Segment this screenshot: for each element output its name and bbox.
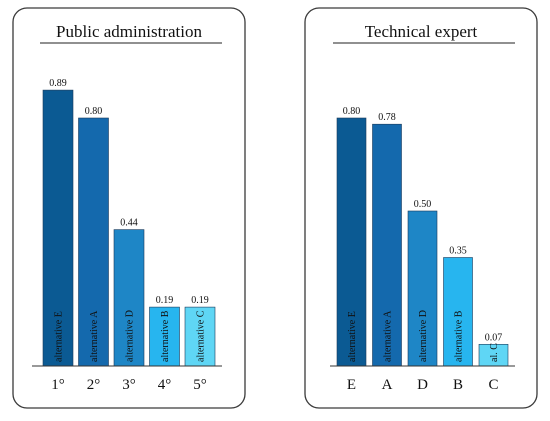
- bar-4: [149, 306, 180, 367]
- panel-public-administration: Public administration 0.89 alternative E 1…: [12, 7, 246, 409]
- bar-inner-label: alternative A: [89, 310, 100, 362]
- x-tick-label: C: [488, 377, 498, 393]
- bar-3: [113, 229, 145, 367]
- bar-inner-label: alternative B: [454, 310, 465, 362]
- bar-group: 0.80 alternative E E 0.78 alternative A A 0.50…: [336, 106, 509, 393]
- bar-5: [184, 306, 216, 367]
- bar-1: [336, 117, 367, 367]
- bar-1: [42, 89, 74, 367]
- bar-inner-label: alternative E: [347, 311, 358, 362]
- data-label: 0.35: [449, 246, 467, 257]
- x-tick-label: D: [417, 377, 428, 393]
- bar-group: 0.89 alternative E 1° 0.80 alternative A 2° 0.…: [42, 78, 216, 393]
- data-label: 0.50: [414, 199, 432, 210]
- x-tick-label: A: [382, 377, 393, 393]
- bar-inner-label: alternative E: [54, 311, 65, 362]
- data-label: 0.44: [120, 218, 138, 229]
- panel-technical-expert: Technical expert 0.80 alternative E E 0.78 a…: [304, 7, 538, 409]
- bar-3: [407, 210, 438, 367]
- x-tick-label: E: [347, 377, 356, 393]
- bar-inner-label: alternative B: [160, 310, 171, 362]
- bar-inner-label: alternative C: [196, 310, 207, 362]
- data-label: 0.19: [191, 295, 209, 306]
- x-tick-label: 5°: [193, 377, 207, 393]
- data-label: 0.78: [378, 112, 396, 123]
- bar-inner-label: alternative D: [125, 310, 136, 362]
- panel-title: Public administration: [56, 22, 202, 41]
- bar-4: [443, 257, 473, 367]
- bar-2: [372, 123, 402, 367]
- x-tick-label: 4°: [158, 377, 172, 393]
- data-label: 0.80: [343, 106, 361, 117]
- x-tick-label: B: [453, 377, 463, 393]
- bar-2: [78, 117, 109, 367]
- data-label: 0.07: [485, 332, 503, 343]
- data-label: 0.80: [85, 106, 103, 117]
- bar-inner-label: al. C: [489, 343, 500, 362]
- x-tick-label: 1°: [51, 377, 65, 393]
- bar-inner-label: alternative A: [383, 310, 394, 362]
- data-label: 0.19: [156, 295, 174, 306]
- x-tick-label: 2°: [87, 377, 101, 393]
- bar-inner-label: alternative D: [418, 310, 429, 362]
- panel-title: Technical expert: [365, 22, 478, 41]
- x-tick-label: 3°: [122, 377, 136, 393]
- data-label: 0.89: [49, 78, 67, 89]
